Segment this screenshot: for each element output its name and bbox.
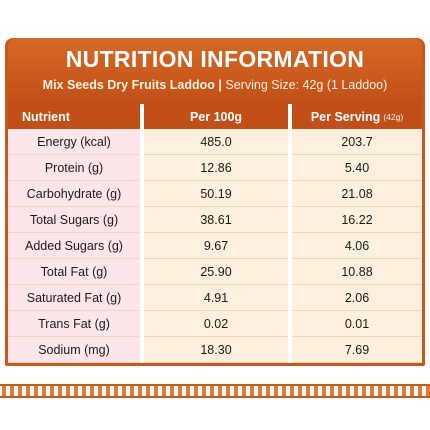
nutrient-value: 10.88 [292,259,422,285]
nutrient-name: Protein (g) [8,155,140,181]
column-label: Per 100g [189,109,243,124]
nutrient-value: 7.69 [292,337,422,363]
nutrient-value: 2.06 [292,285,422,311]
nutrient-value: 5.40 [292,155,422,181]
nutrient-name: Saturated Fat (g) [8,285,140,311]
nutrient-value: 25.90 [144,259,288,285]
nutrient-value: 12.86 [144,155,288,181]
subtitle: Mix Seeds Dry Fruits Laddoo | Serving Si… [8,76,422,94]
nutrient-value: 50.19 [144,181,288,207]
title: NUTRITION INFORMATION [65,46,365,72]
nutrient-value: 16.22 [292,207,422,233]
nutrient-value: 9.67 [144,233,288,259]
column-label: Nutrient [22,109,70,124]
column-header: Nutrient [8,104,140,129]
column-header: Per 100g [144,104,288,129]
column-note: (42g) [383,111,404,122]
nutrient-value: 38.61 [144,207,288,233]
nutrient-name: Added Sugars (g) [8,233,140,259]
nutrient-value: 4.06 [292,233,422,259]
header: NUTRITION INFORMATION Mix Seeds Dry Frui… [8,38,422,104]
column-header: Per Serving (42g) [292,104,422,129]
column-label: Per Serving [310,109,381,124]
product-name: Mix Seeds Dry Fruits Laddoo | [42,78,222,92]
decorative-border [0,384,430,398]
nutrient-value: 4.91 [144,285,288,311]
nutrient-name: Trans Fat (g) [8,311,140,337]
nutrient-name: Total Fat (g) [8,259,140,285]
nutrient-value: 21.08 [292,181,422,207]
nutrient-value: 0.01 [292,311,422,337]
serving-size: Serving Size: 42g (1 Laddoo) [225,78,388,92]
nutrient-name: Energy (kcal) [8,129,140,155]
nutrient-name: Carbohydrate (g) [8,181,140,207]
nutrition-panel: NUTRITION INFORMATION Mix Seeds Dry Frui… [5,38,425,366]
nutrient-value: 485.0 [144,129,288,155]
nutrient-value: 0.02 [144,311,288,337]
nutrient-value: 18.30 [144,337,288,363]
nutrient-name: Sodium (mg) [8,337,140,363]
nutrient-value: 203.7 [292,129,422,155]
nutrient-name: Total Sugars (g) [8,207,140,233]
nutrition-table: Nutrient Per 100g Per Serving (42g) Energy (… [8,104,422,363]
